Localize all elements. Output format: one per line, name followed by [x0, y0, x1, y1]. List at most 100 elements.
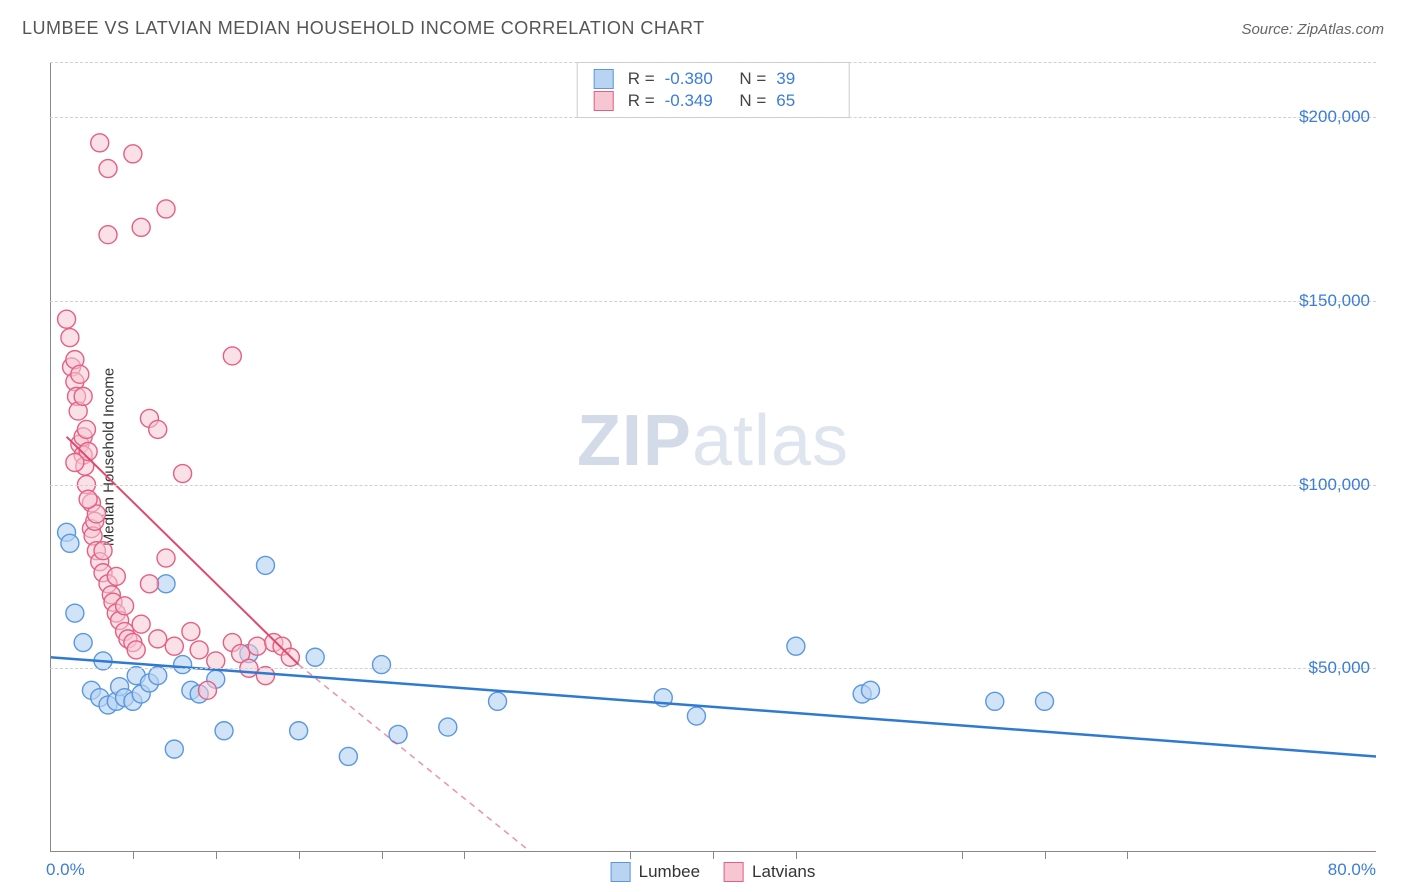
data-point — [306, 648, 324, 666]
data-point — [165, 740, 183, 758]
data-point — [124, 145, 142, 163]
x-tick — [962, 852, 963, 859]
gridline — [50, 668, 1376, 669]
data-point — [182, 623, 200, 641]
data-point — [61, 534, 79, 552]
chart-source: Source: ZipAtlas.com — [1241, 21, 1384, 38]
gridline — [50, 485, 1376, 486]
x-tick — [382, 852, 383, 859]
x-tick — [464, 852, 465, 859]
stat-n-value: 39 — [776, 69, 832, 89]
data-point — [157, 549, 175, 567]
legend-swatch — [611, 862, 631, 882]
stat-n-value: 65 — [776, 91, 832, 111]
data-point — [256, 667, 274, 685]
data-point — [127, 641, 145, 659]
stat-r-value: -0.349 — [665, 91, 721, 111]
data-point — [439, 718, 457, 736]
x-tick — [133, 852, 134, 859]
data-point — [94, 542, 112, 560]
y-tick-label: $50,000 — [1309, 658, 1370, 678]
legend-row: R = -0.349 N = 65 — [594, 91, 833, 111]
legend-item: Latvians — [724, 862, 815, 882]
data-point — [389, 725, 407, 743]
data-point — [157, 575, 175, 593]
y-tick-label: $150,000 — [1299, 291, 1370, 311]
x-tick — [796, 852, 797, 859]
stat-n-label: N = — [735, 91, 767, 111]
data-point — [215, 722, 233, 740]
data-point — [787, 637, 805, 655]
chart-title: LUMBEE VS LATVIAN MEDIAN HOUSEHOLD INCOM… — [22, 18, 705, 39]
series-legend: Lumbee Latvians — [611, 862, 816, 882]
data-point — [66, 454, 84, 472]
stat-r-label: R = — [628, 91, 655, 111]
scatter-plot — [50, 62, 1376, 852]
data-point — [489, 692, 507, 710]
data-point — [107, 567, 125, 585]
data-point — [190, 641, 208, 659]
stat-r-value: -0.380 — [665, 69, 721, 89]
data-point — [79, 490, 97, 508]
x-tick — [713, 852, 714, 859]
data-point — [165, 637, 183, 655]
x-tick — [1045, 852, 1046, 859]
data-point — [149, 630, 167, 648]
data-point — [207, 652, 225, 670]
legend-swatch — [594, 91, 614, 111]
y-tick-label: $200,000 — [1299, 107, 1370, 127]
legend-label: Lumbee — [639, 862, 700, 882]
data-point — [149, 667, 167, 685]
data-point — [66, 604, 84, 622]
data-point — [71, 365, 89, 383]
legend-swatch — [594, 69, 614, 89]
data-point — [99, 160, 117, 178]
legend-label: Latvians — [752, 862, 815, 882]
legend-swatch — [724, 862, 744, 882]
y-tick-label: $100,000 — [1299, 475, 1370, 495]
stat-r-label: R = — [628, 69, 655, 89]
gridline — [50, 117, 1376, 118]
data-point — [339, 747, 357, 765]
data-point — [687, 707, 705, 725]
gridline — [50, 62, 1376, 63]
data-point — [198, 681, 216, 699]
data-point — [116, 597, 134, 615]
data-point — [74, 634, 92, 652]
data-point — [77, 420, 95, 438]
x-tick — [299, 852, 300, 859]
x-tick — [630, 852, 631, 859]
data-point — [248, 637, 266, 655]
data-point — [61, 329, 79, 347]
x-axis-min-label: 0.0% — [46, 860, 85, 880]
data-point — [132, 615, 150, 633]
data-point — [174, 656, 192, 674]
data-point — [290, 722, 308, 740]
x-axis-max-label: 80.0% — [1328, 860, 1376, 880]
correlation-legend: R = -0.380 N = 39 R = -0.349 N = 65 — [577, 62, 850, 118]
legend-item: Lumbee — [611, 862, 700, 882]
data-point — [174, 465, 192, 483]
y-axis-line — [50, 62, 51, 852]
data-point — [99, 226, 117, 244]
x-tick — [216, 852, 217, 859]
data-point — [1036, 692, 1054, 710]
data-point — [132, 218, 150, 236]
gridline — [50, 301, 1376, 302]
stat-n-label: N = — [735, 69, 767, 89]
data-point — [861, 681, 879, 699]
legend-row: R = -0.380 N = 39 — [594, 69, 833, 89]
trend-line — [50, 657, 1376, 756]
data-point — [149, 420, 167, 438]
data-point — [140, 575, 158, 593]
x-tick — [1127, 852, 1128, 859]
data-point — [58, 310, 76, 328]
data-point — [986, 692, 1004, 710]
data-point — [91, 134, 109, 152]
chart-area: Median Household Income ZIPatlas R =-0.3… — [50, 62, 1376, 852]
data-point — [74, 387, 92, 405]
data-point — [223, 347, 241, 365]
data-point — [373, 656, 391, 674]
data-point — [157, 200, 175, 218]
data-point — [256, 556, 274, 574]
